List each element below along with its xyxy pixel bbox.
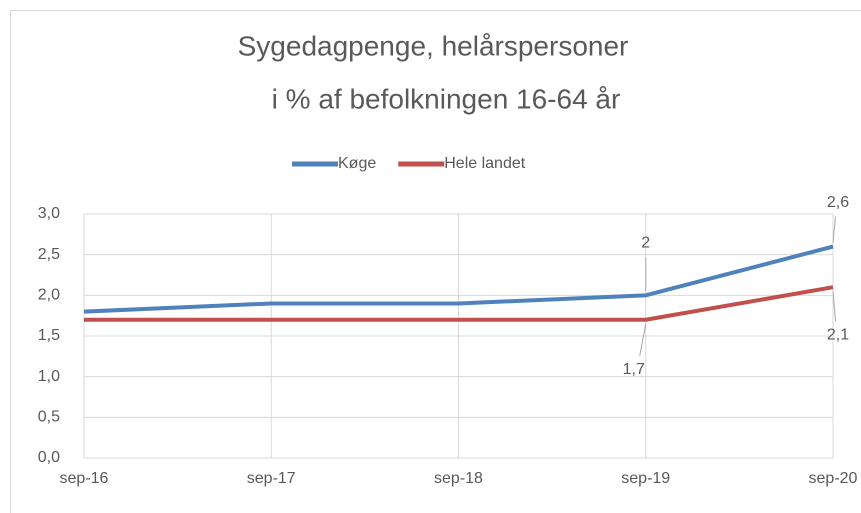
legend-label: Køge	[338, 155, 376, 172]
x-tick-label: sep-19	[621, 470, 670, 487]
leader-line	[639, 323, 647, 356]
line-series	[84, 285, 834, 322]
y-tick-label: 0,0	[38, 449, 60, 466]
y-tick-label: 0,5	[38, 409, 60, 426]
x-tick-label: sep-18	[434, 470, 483, 487]
leader-line	[832, 216, 836, 243]
data-label: 1,7	[623, 361, 645, 378]
data-label: 2,6	[827, 194, 849, 211]
y-tick-label: 3,0	[38, 205, 60, 222]
line-series	[83, 244, 834, 314]
x-tick-label: sep-20	[809, 470, 858, 487]
data-label: 2,1	[827, 326, 849, 343]
chart-border	[10, 10, 861, 513]
y-tick-label: 1,0	[38, 368, 60, 385]
chart-title: i % af befolkningen 16-64 år	[272, 83, 621, 114]
legend-label: Hele landet	[444, 155, 526, 172]
x-tick-label: sep-16	[60, 470, 109, 487]
y-tick-label: 2,0	[38, 287, 60, 304]
leader-line	[832, 291, 836, 322]
y-tick-label: 1,5	[38, 327, 60, 344]
data-label: 2	[641, 235, 650, 252]
x-tick-label: sep-17	[247, 470, 296, 487]
chart-title: Sygedagpenge, helårspersoner	[238, 30, 629, 61]
y-tick-label: 2,5	[38, 246, 60, 263]
